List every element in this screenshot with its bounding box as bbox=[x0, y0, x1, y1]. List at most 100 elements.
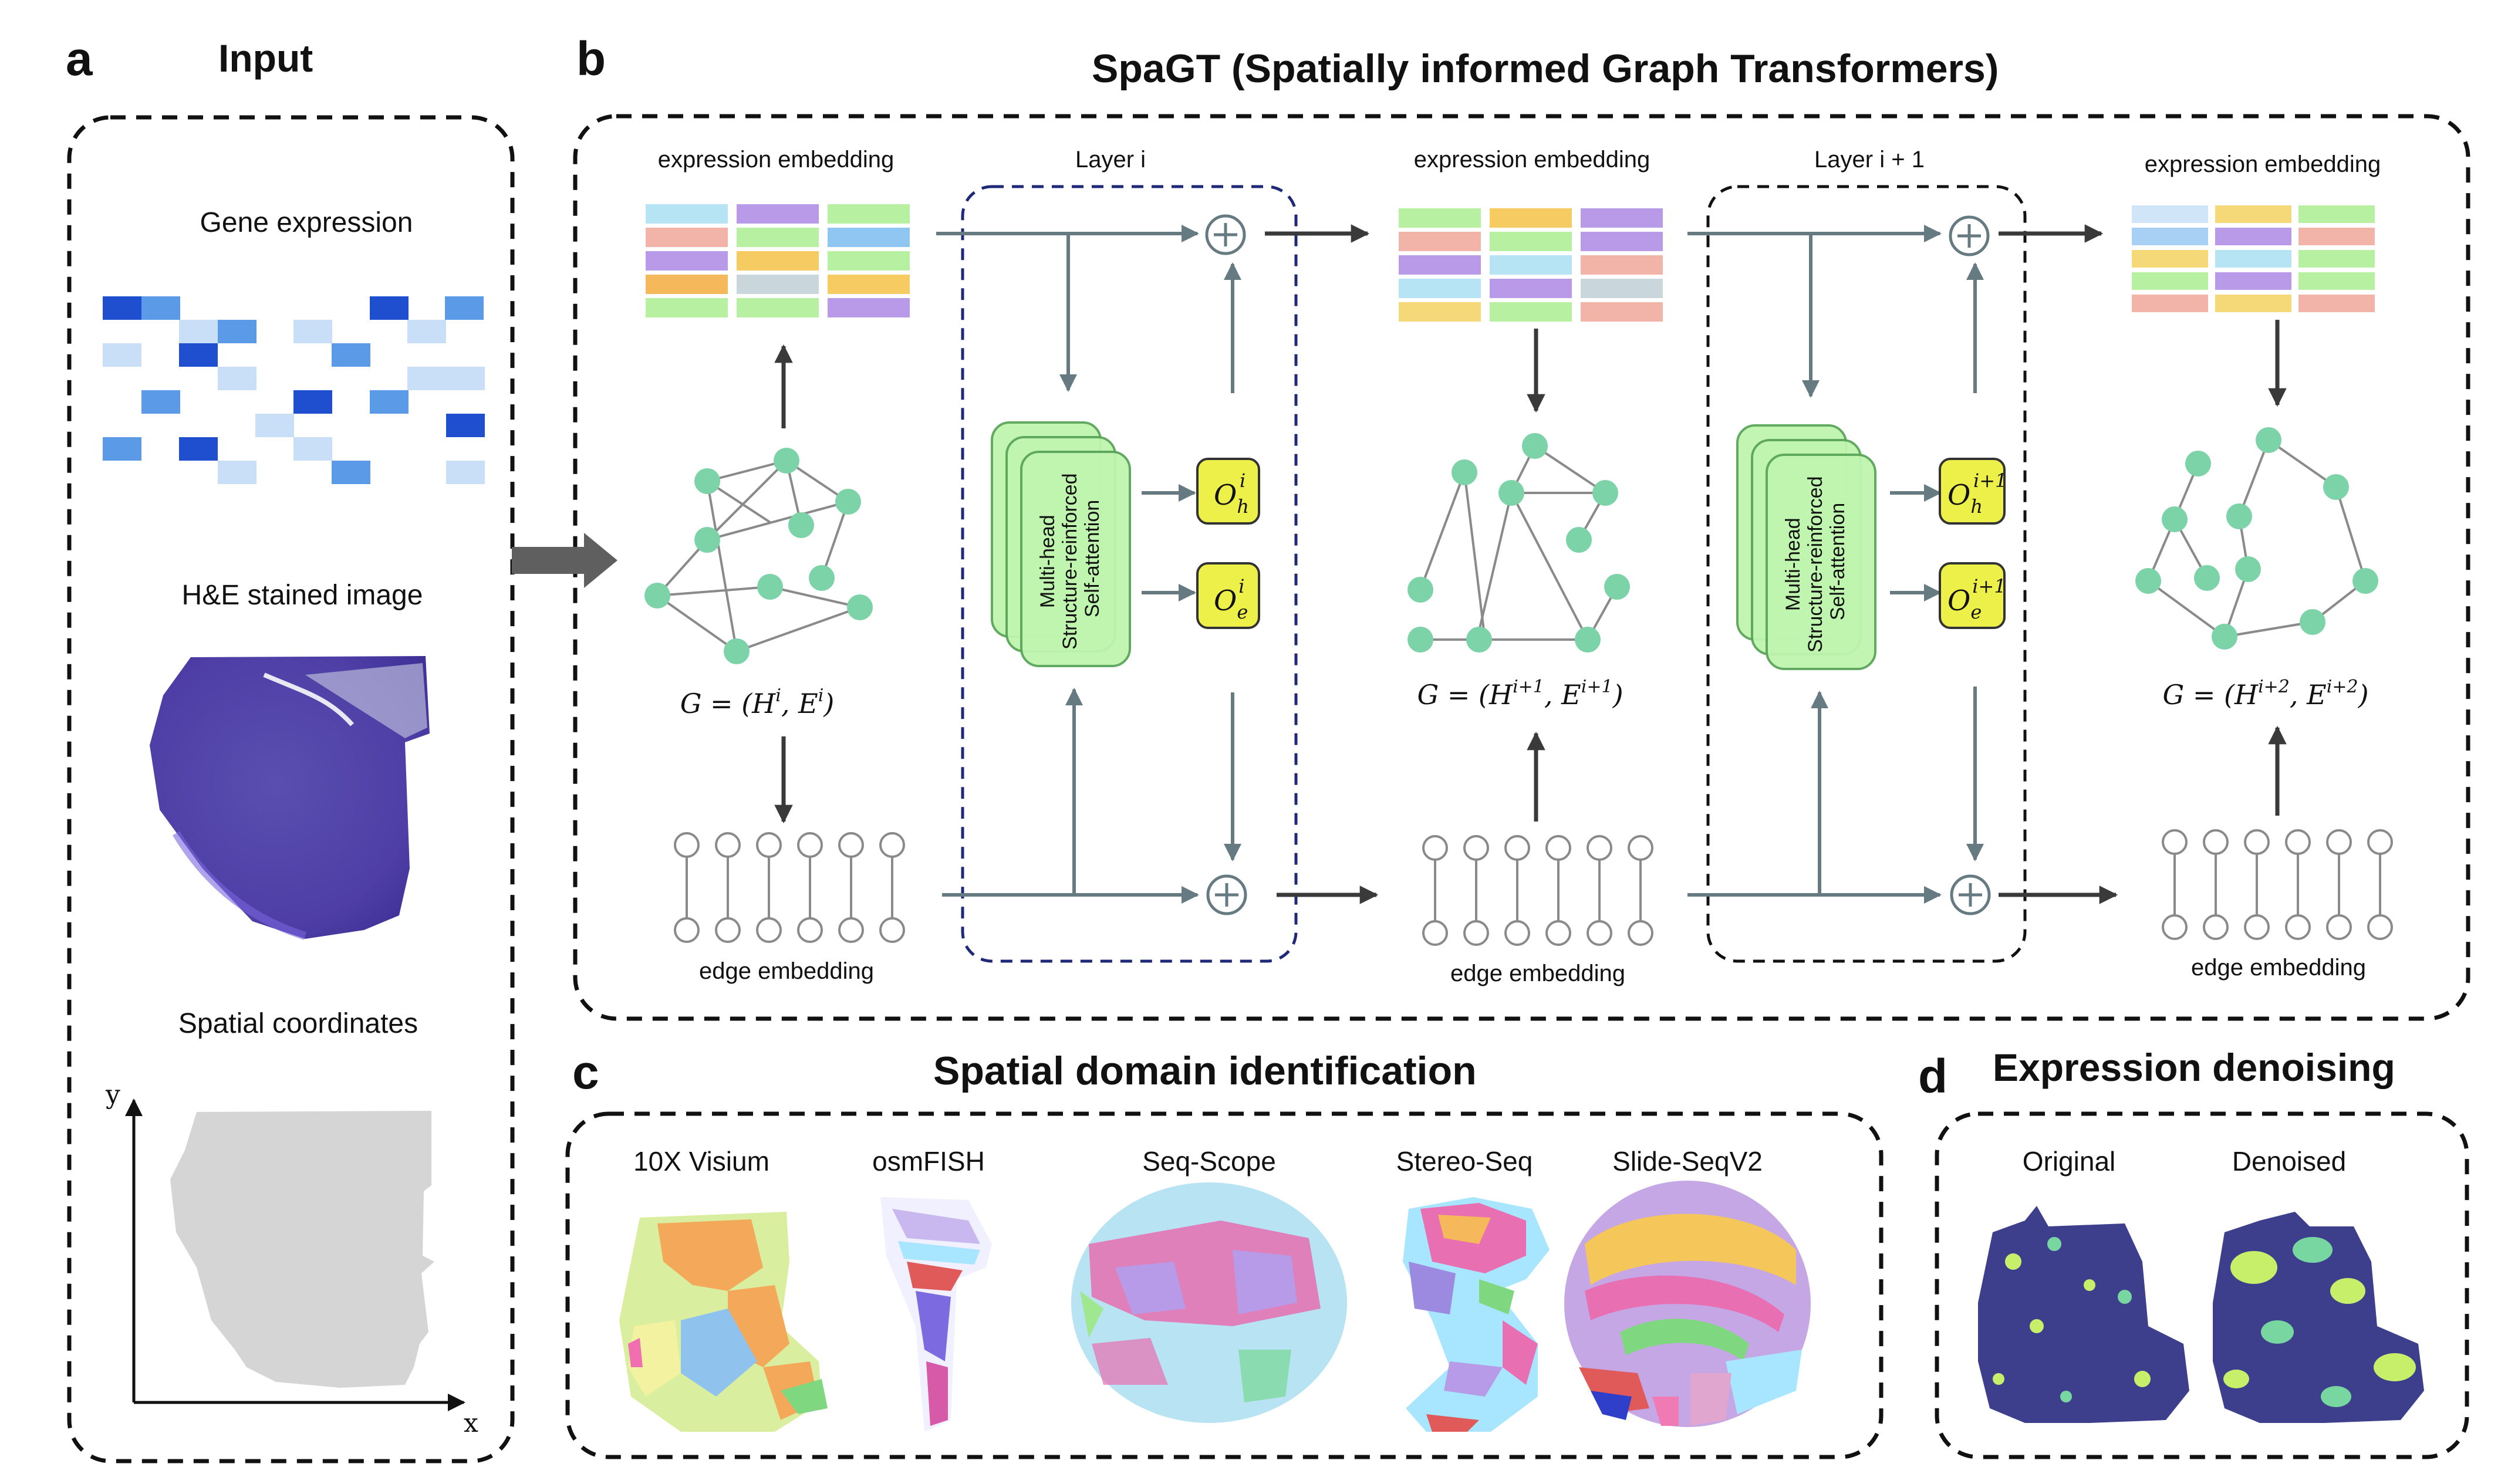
embedding-cell bbox=[2298, 272, 2375, 290]
attention-label-i: Multi-head Structure-reinforced Self-att… bbox=[1037, 468, 1103, 650]
embedding-cell bbox=[1490, 255, 1572, 275]
embedding-cell bbox=[737, 204, 819, 224]
panel-title-spagt: SpaGT (Spatially informed Graph Transfor… bbox=[1092, 46, 1999, 91]
heatmap-cell bbox=[218, 320, 256, 343]
embedding-cell bbox=[737, 275, 819, 294]
spatial-coordinates-plot: y x bbox=[105, 1080, 478, 1438]
embedding-cell bbox=[1399, 302, 1481, 322]
heatmap-cell bbox=[103, 343, 141, 367]
output-box-oh-i1: Ohi+1 bbox=[1939, 458, 2007, 525]
output-box-oe-i1: Oei+1 bbox=[1939, 562, 2006, 629]
edge-embedding-3 bbox=[2162, 829, 2393, 940]
embedding-cell bbox=[737, 251, 819, 271]
embedding-cell bbox=[2298, 205, 2375, 223]
he-stained-image bbox=[150, 656, 430, 940]
embedding-cell bbox=[646, 228, 728, 247]
layer-i-box bbox=[961, 185, 1298, 963]
label-layer-i: Layer i bbox=[1075, 147, 1146, 173]
seqscope-domain-map bbox=[1071, 1182, 1347, 1423]
panel-d-border bbox=[1935, 1111, 2469, 1459]
embedding-cell bbox=[2298, 250, 2375, 268]
label-edge-embedding-3: edge embedding bbox=[2191, 955, 2366, 981]
embedding-cell bbox=[2132, 250, 2208, 268]
osmfish-domain-map bbox=[880, 1197, 992, 1432]
heatmap-cell bbox=[293, 320, 332, 343]
label-expression-embedding-3: expression embedding bbox=[2145, 151, 2381, 177]
heatmap-cell bbox=[103, 296, 141, 320]
embedding-cell bbox=[646, 298, 728, 317]
embedding-cell bbox=[828, 275, 910, 294]
panel-title-denoising: Expression denoising bbox=[1993, 1046, 2395, 1089]
label-stereo-seq: Stereo-Seq bbox=[1396, 1146, 1533, 1177]
heatmap-cell bbox=[293, 437, 332, 461]
embedding-cell bbox=[737, 298, 819, 317]
sum-node-e-i bbox=[1206, 874, 1247, 915]
layer-i1-box bbox=[1706, 185, 2027, 963]
heatmap-cell bbox=[407, 367, 446, 390]
heatmap-cell bbox=[445, 296, 484, 320]
axis-label-x: x bbox=[464, 1408, 478, 1438]
sum-node-h-i bbox=[1205, 214, 1246, 255]
embedding-cell bbox=[2132, 295, 2208, 312]
heatmap-cell bbox=[141, 390, 180, 414]
heatmap-cell bbox=[446, 367, 485, 390]
embedding-cell bbox=[1490, 208, 1572, 228]
embedding-cell bbox=[828, 251, 910, 271]
embedding-cell bbox=[1581, 279, 1663, 298]
output-box-oh-i: Ohi bbox=[1196, 458, 1260, 525]
expression-embedding-grid-3 bbox=[2132, 205, 2375, 312]
label-original: Original bbox=[2023, 1146, 2116, 1177]
panel-title-spatial-domain: Spatial domain identification bbox=[933, 1049, 1477, 1093]
embedding-cell bbox=[1581, 208, 1663, 228]
denoise-original-map bbox=[1978, 1206, 2189, 1423]
embedding-cell bbox=[737, 228, 819, 247]
label-expression-embedding-1: expression embedding bbox=[658, 147, 894, 173]
expression-embedding-grid-1 bbox=[646, 204, 910, 317]
stereoseq-domain-map bbox=[1403, 1197, 1550, 1432]
embedding-cell bbox=[2298, 228, 2375, 245]
label-gene-expression: Gene expression bbox=[200, 207, 413, 238]
embedding-cell bbox=[1581, 232, 1663, 251]
sum-node-h-i1 bbox=[1949, 215, 1990, 256]
embedding-cell bbox=[646, 204, 728, 224]
heatmap-cell bbox=[446, 461, 485, 484]
graph-1 bbox=[644, 448, 873, 664]
embedding-cell bbox=[1581, 255, 1663, 275]
gene-expression-heatmap bbox=[103, 296, 485, 484]
heatmap-cell bbox=[255, 414, 294, 437]
embedding-cell bbox=[2215, 205, 2291, 223]
svg-text:Ohi: Ohi bbox=[1214, 469, 1249, 518]
heatmap-cell bbox=[332, 461, 370, 484]
attention-block-i1: Multi-head Structure-reinforced Self-att… bbox=[1736, 424, 1876, 670]
embedding-cell bbox=[2132, 228, 2208, 245]
panel-letter-c: c bbox=[572, 1046, 599, 1099]
axis-label-y: y bbox=[105, 1080, 120, 1110]
heatmap-cell bbox=[218, 461, 256, 484]
embedding-cell bbox=[1399, 279, 1481, 298]
embedding-cell bbox=[2298, 295, 2375, 312]
label-expression-embedding-2: expression embedding bbox=[1414, 147, 1650, 173]
edge-embedding-2 bbox=[1422, 835, 1653, 946]
label-he-image: H&E stained image bbox=[182, 580, 423, 611]
heatmap-cell bbox=[218, 367, 256, 390]
graph-3 bbox=[2135, 427, 2378, 650]
embedding-cell bbox=[1399, 232, 1481, 251]
heatmap-cell bbox=[103, 437, 141, 461]
svg-text:Oei: Oei bbox=[1214, 575, 1248, 623]
attention-block-i: Multi-head Structure-reinforced Self-att… bbox=[991, 421, 1131, 667]
heatmap-cell bbox=[370, 296, 409, 320]
heatmap-cell bbox=[179, 343, 218, 367]
heatmap-cell bbox=[407, 320, 446, 343]
graph-formula-i2: G = (Hi+2, Ei+2) bbox=[2162, 677, 2368, 711]
embedding-cell bbox=[2215, 228, 2291, 245]
expression-embedding-grid-2 bbox=[1399, 208, 1663, 322]
embedding-cell bbox=[2215, 295, 2291, 312]
label-layer-i1: Layer i + 1 bbox=[1814, 147, 1925, 173]
label-slide-seqv2: Slide-SeqV2 bbox=[1612, 1146, 1763, 1177]
embedding-cell bbox=[828, 204, 910, 224]
embedding-cell bbox=[1490, 232, 1572, 251]
panel-letter-a: a bbox=[66, 32, 93, 86]
embedding-cell bbox=[1399, 208, 1481, 228]
heatmap-cell bbox=[179, 437, 218, 461]
embedding-cell bbox=[1490, 302, 1572, 322]
